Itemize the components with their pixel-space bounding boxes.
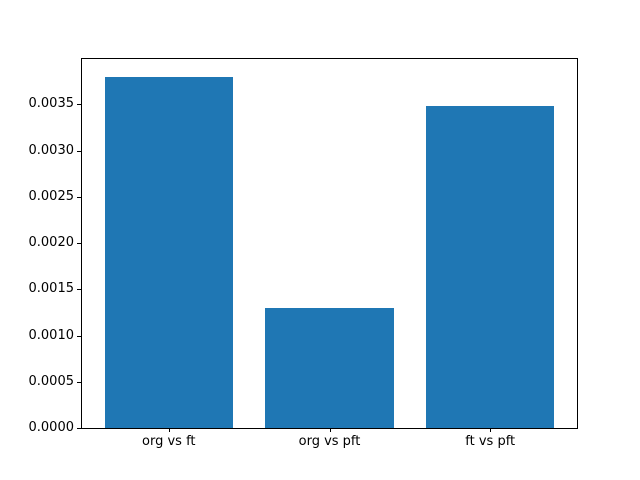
y-tick-mark: [77, 150, 81, 152]
y-tick-label: 0.0010: [28, 327, 75, 343]
y-tick-mark: [77, 196, 81, 198]
x-tick-label: org vs pft: [298, 434, 361, 449]
y-tick-label: 0.0015: [28, 281, 75, 297]
y-tick-label: 0.0000: [28, 420, 75, 435]
y-tick-mark: [77, 335, 81, 337]
y-tick-label: 0.0030: [28, 142, 75, 158]
y-tick-mark: [77, 289, 81, 291]
y-tick-label: 0.0020: [28, 235, 75, 251]
plot-area: [81, 58, 578, 429]
y-tick-label: 0.0035: [28, 96, 75, 112]
x-tick-label: org vs ft: [142, 434, 196, 449]
x-tick-mark: [168, 428, 170, 432]
x-tick-mark: [490, 428, 492, 432]
y-tick-mark: [77, 243, 81, 245]
x-tick-label: ft vs pft: [465, 434, 516, 449]
y-tick-label: 0.0005: [28, 373, 75, 389]
x-tick-mark: [329, 428, 331, 432]
y-tick-mark: [77, 428, 81, 429]
y-tick-label: 0.0025: [28, 188, 75, 204]
bar-org-vs-ft: [104, 76, 234, 428]
y-tick-mark: [77, 104, 81, 106]
bar-org-vs-pft: [265, 307, 394, 428]
y-tick-mark: [77, 381, 81, 383]
bar-ft-vs-pft: [425, 106, 555, 428]
